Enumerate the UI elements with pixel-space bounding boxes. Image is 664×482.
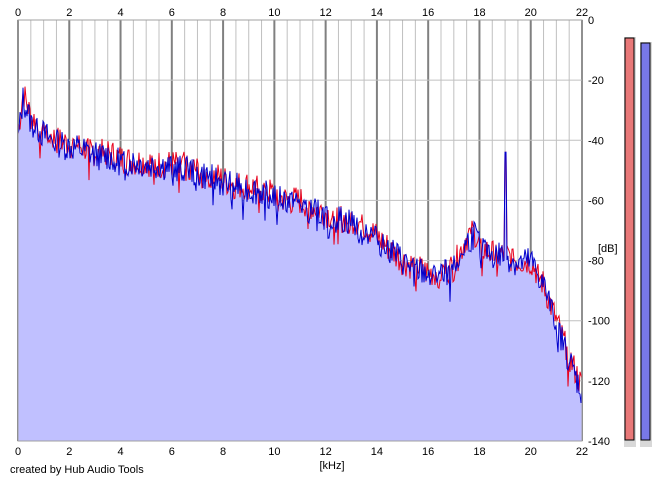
series-line-left-channel [17,86,583,392]
x-tick-label: 18 [473,446,485,458]
y-tick-label: -120 [588,376,610,388]
x-tick-label: 18 [473,7,485,19]
x-tick-label: 12 [320,446,332,458]
y-tick-label: -20 [588,75,604,87]
x-tick-label: 20 [525,7,537,19]
y-axis-label: [dB] [598,243,618,255]
x-tick-label: 0 [15,446,21,458]
spectrum-fill [18,87,582,441]
x-tick-label: 8 [220,7,226,19]
y-tick-labels: 0 -20 -40 -60 -80 -100 -120 -140 [588,15,610,448]
x-tick-label: 22 [576,446,588,458]
x-tick-labels-bottom: 0 2 4 6 8 10 12 14 16 18 20 22 [15,446,588,458]
x-tick-label: 12 [320,7,332,19]
y-tick-label: 0 [588,15,594,27]
x-tick-label: 6 [169,7,175,19]
y-tick-label: -100 [588,316,610,328]
y-tick-label: -40 [588,135,604,147]
credit-text: created by Hub Audio Tools [10,464,144,476]
x-tick-label: 22 [576,7,588,19]
x-tick-label: 14 [371,446,383,458]
y-tick-label: -140 [588,436,610,448]
y-tick-label: -60 [588,195,604,207]
x-tick-label: 16 [422,446,434,458]
x-tick-label: 2 [66,446,72,458]
x-tick-label: 20 [525,446,537,458]
x-tick-label: 8 [220,446,226,458]
spectrum-area-fill [18,87,582,441]
x-tick-label: 0 [15,7,21,19]
x-tick-labels-top: 0 2 4 6 8 10 12 14 16 18 20 22 [15,7,588,19]
x-tick-label: 10 [268,7,280,19]
x-tick-label: 4 [117,446,123,458]
level-meter-right [640,42,651,441]
x-axis-label: [kHz] [319,460,344,472]
x-tick-label: 16 [422,7,434,19]
level-meters [624,37,652,447]
level-meter-left [624,37,635,441]
series-line-right-channel [17,87,583,404]
x-tick-label: 14 [371,7,383,19]
spectrum-series [17,86,583,404]
plot-frame [17,19,583,442]
x-tick-label: 6 [169,446,175,458]
x-tick-label: 4 [117,7,123,19]
y-tick-label: -80 [588,256,604,268]
x-tick-label: 10 [268,446,280,458]
x-tick-label: 2 [66,7,72,19]
